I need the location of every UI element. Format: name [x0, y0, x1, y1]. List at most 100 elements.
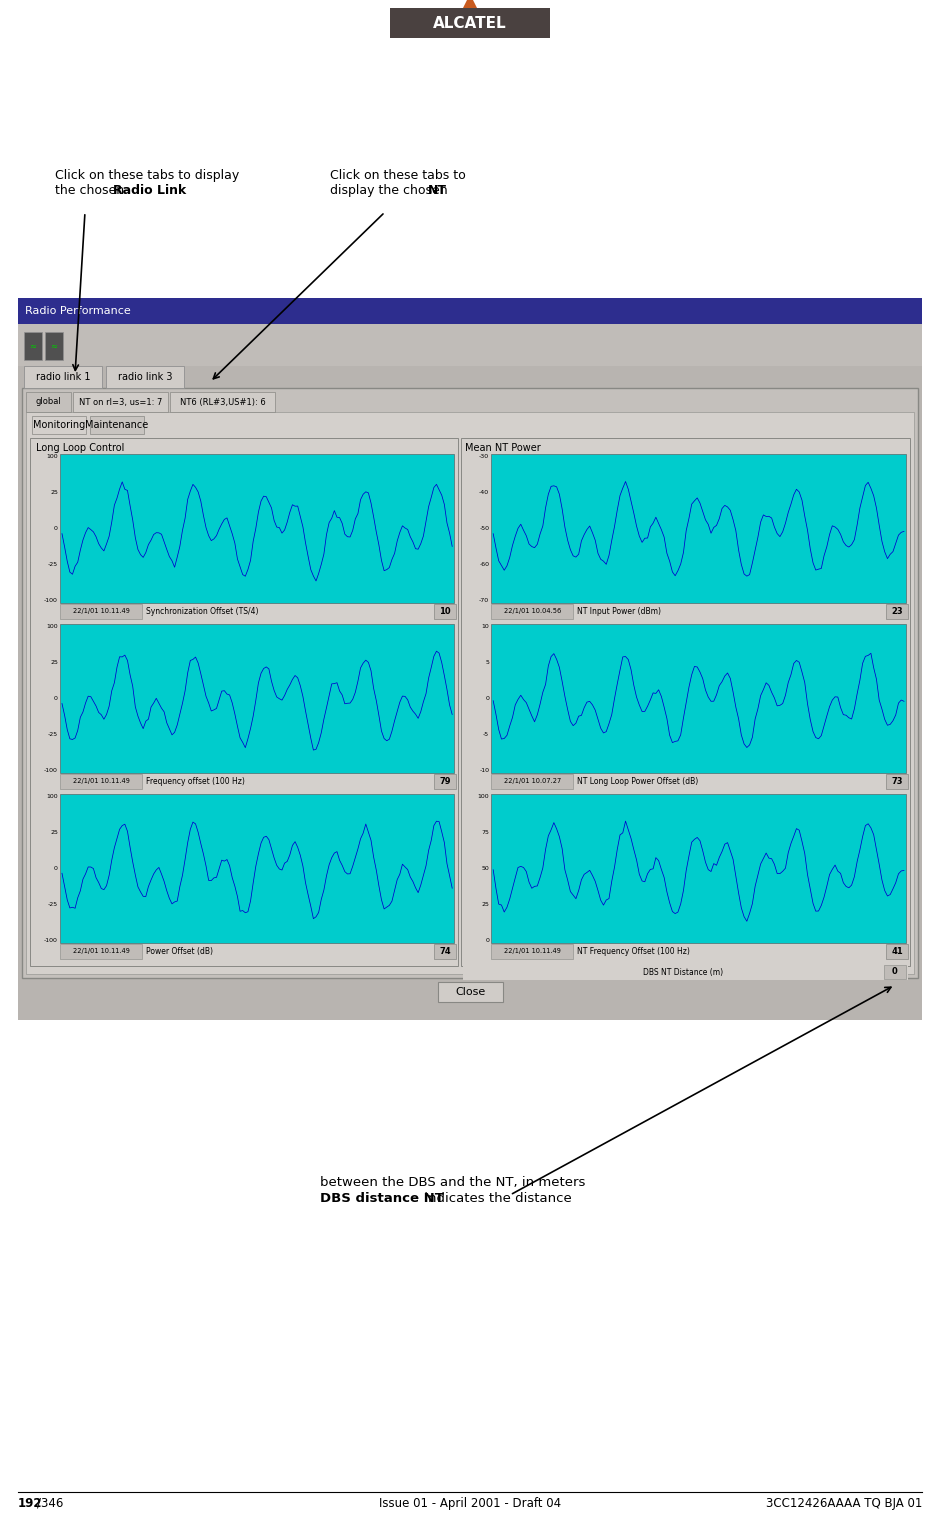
Text: Close: Close: [455, 986, 485, 997]
Bar: [18, 324, 922, 1020]
Bar: [170, 392, 275, 412]
Text: 192: 192: [18, 1496, 42, 1510]
Text: NT: NT: [428, 183, 447, 197]
Text: 100: 100: [46, 454, 58, 458]
Text: -70: -70: [479, 599, 489, 603]
Text: DBS NT Distance (m): DBS NT Distance (m): [643, 968, 723, 976]
Text: Radio Link: Radio Link: [113, 183, 186, 197]
Bar: [463, 964, 908, 980]
Text: Frequency offset (100 Hz): Frequency offset (100 Hz): [146, 777, 245, 786]
Text: -25: -25: [48, 562, 58, 567]
Text: DBS distance NT: DBS distance NT: [320, 1193, 444, 1205]
Text: -40: -40: [479, 490, 489, 495]
Text: NT6 (RL#3,US#1): 6: NT6 (RL#3,US#1): 6: [180, 397, 265, 406]
Text: -60: -60: [479, 562, 489, 567]
Bar: [73, 392, 168, 412]
Text: 10: 10: [481, 623, 489, 629]
Bar: [884, 965, 906, 979]
Text: -30: -30: [479, 454, 489, 458]
Bar: [437, 982, 503, 1002]
Bar: [60, 625, 454, 773]
Text: 79: 79: [439, 777, 451, 786]
Bar: [492, 774, 573, 789]
Text: Maintenance: Maintenance: [86, 420, 149, 431]
Bar: [60, 454, 454, 603]
Text: 73: 73: [891, 777, 902, 786]
Text: 22/1/01 10.04.56: 22/1/01 10.04.56: [504, 608, 561, 614]
Text: -100: -100: [44, 768, 58, 774]
Text: 25: 25: [50, 829, 58, 835]
Bar: [26, 412, 914, 974]
Text: NT on rl=3, us=1: 7: NT on rl=3, us=1: 7: [79, 397, 163, 406]
Bar: [886, 774, 908, 789]
Text: -5: -5: [483, 733, 489, 738]
Text: 22/1/01 10.11.49: 22/1/01 10.11.49: [504, 948, 560, 954]
Text: 100: 100: [46, 623, 58, 629]
Text: -100: -100: [44, 599, 58, 603]
Text: Issue 01 - April 2001 - Draft 04: Issue 01 - April 2001 - Draft 04: [379, 1496, 561, 1510]
Text: 25: 25: [50, 490, 58, 495]
Text: the chosen: the chosen: [55, 183, 128, 197]
Bar: [60, 794, 454, 944]
Text: Radio Performance: Radio Performance: [25, 305, 131, 316]
Text: ≈: ≈: [29, 342, 37, 351]
Bar: [18, 298, 922, 324]
Text: NT Long Loop Power Offset (dB): NT Long Loop Power Offset (dB): [577, 777, 698, 786]
Text: 25: 25: [481, 902, 489, 907]
Text: 100: 100: [46, 794, 58, 799]
Text: -50: -50: [479, 525, 489, 531]
Bar: [492, 944, 573, 959]
Text: Power Offset (dB): Power Offset (dB): [146, 947, 213, 956]
Text: 10: 10: [439, 608, 451, 615]
Text: 50: 50: [481, 866, 489, 870]
Text: radio link 1: radio link 1: [36, 373, 90, 382]
Text: 3CC12426AAAA TQ BJA 01: 3CC12426AAAA TQ BJA 01: [765, 1496, 922, 1510]
Bar: [492, 454, 906, 603]
Bar: [492, 794, 906, 944]
Bar: [26, 392, 71, 412]
Bar: [60, 944, 142, 959]
Text: 100: 100: [478, 794, 489, 799]
Bar: [462, 438, 910, 967]
Text: ≈: ≈: [51, 342, 57, 351]
Text: radio link 3: radio link 3: [118, 373, 172, 382]
Text: 25: 25: [50, 660, 58, 664]
Text: Click on these tabs to display: Click on these tabs to display: [55, 169, 240, 182]
Bar: [90, 415, 144, 434]
Text: 0: 0: [485, 939, 489, 944]
Text: NT Input Power (dBm): NT Input Power (dBm): [577, 608, 661, 615]
Text: Monitoring: Monitoring: [33, 420, 86, 431]
Text: Long Loop Control: Long Loop Control: [36, 443, 124, 454]
Bar: [45, 331, 63, 360]
Text: 5: 5: [485, 660, 489, 664]
Text: 22/1/01 10.07.27: 22/1/01 10.07.27: [504, 779, 561, 785]
Bar: [30, 438, 458, 967]
Text: -25: -25: [48, 733, 58, 738]
Text: Click on these tabs to: Click on these tabs to: [330, 169, 465, 182]
Bar: [886, 605, 908, 618]
Text: 0: 0: [55, 866, 58, 870]
Text: Mean NT Power: Mean NT Power: [465, 443, 540, 454]
Bar: [24, 331, 42, 360]
Text: /346: /346: [37, 1496, 63, 1510]
Text: global: global: [36, 397, 61, 406]
Text: 74: 74: [439, 947, 451, 956]
Bar: [24, 366, 102, 388]
Text: 0: 0: [892, 968, 898, 976]
Bar: [106, 366, 184, 388]
Text: 22/1/01 10.11.49: 22/1/01 10.11.49: [72, 948, 130, 954]
Bar: [434, 774, 456, 789]
Text: Synchronization Offset (TS/4): Synchronization Offset (TS/4): [146, 608, 258, 615]
Text: ALCATEL: ALCATEL: [433, 15, 507, 31]
Text: 22/1/01 10.11.49: 22/1/01 10.11.49: [72, 779, 130, 785]
Text: indicates the distance: indicates the distance: [420, 1193, 572, 1205]
Bar: [492, 605, 573, 618]
Bar: [390, 8, 550, 38]
Polygon shape: [463, 0, 477, 8]
Text: NT Frequency Offset (100 Hz): NT Frequency Offset (100 Hz): [577, 947, 690, 956]
Bar: [22, 388, 918, 977]
Bar: [32, 415, 86, 434]
Text: 0: 0: [55, 696, 58, 701]
Text: 75: 75: [481, 829, 489, 835]
Text: 23: 23: [891, 608, 902, 615]
